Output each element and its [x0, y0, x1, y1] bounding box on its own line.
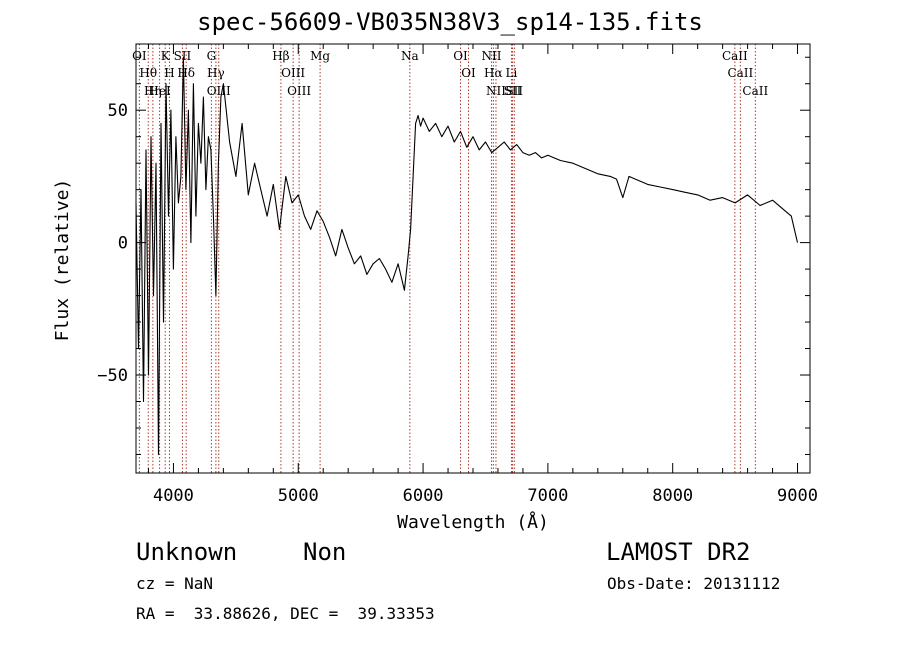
line-label: Li	[506, 66, 518, 80]
line-label: OIII	[281, 66, 305, 80]
x-axis-label: Wavelength (Å)	[397, 511, 549, 533]
line-label: Hα	[484, 66, 503, 80]
line-label: HeI	[148, 84, 171, 98]
redshift-cz: cz = NaN	[136, 574, 214, 593]
line-label: CaII	[727, 66, 753, 80]
line-label: NII	[486, 84, 506, 98]
line-label: OIII	[287, 84, 311, 98]
chart-title: spec-56609-VB035N38V3_sp14-135.fits	[197, 8, 703, 36]
y-axis-ticks: −50 0 50	[97, 56, 810, 455]
line-label: K	[161, 49, 171, 63]
line-label: OI	[453, 49, 468, 63]
x-tick-label: 4000	[153, 486, 194, 506]
plot-frame	[135, 43, 811, 474]
y-axis-label: Flux (relative)	[52, 179, 73, 342]
line-label: Hγ	[207, 66, 225, 80]
line-label: Hδ	[177, 66, 195, 80]
line-label: OI	[132, 49, 147, 63]
line-label: Mg	[310, 49, 330, 63]
object-class: Unknown	[136, 538, 238, 566]
x-tick-label: 9000	[777, 486, 818, 506]
line-label: H	[164, 66, 174, 80]
line-label: Hθ	[139, 66, 157, 80]
line-label: Hβ	[272, 49, 289, 63]
line-label: SII	[504, 84, 522, 98]
line-markers	[138, 44, 756, 473]
line-label: CaII	[722, 49, 748, 63]
line-label: SII	[505, 84, 523, 98]
y-tick-label: −50	[97, 366, 128, 386]
line-label: CaII	[742, 84, 768, 98]
ra-dec-coordinates: RA = 33.88626, DEC = 39.33353	[136, 604, 435, 623]
y-tick-label: 0	[118, 234, 128, 254]
x-tick-label: 5000	[278, 486, 319, 506]
x-tick-label: 6000	[403, 486, 444, 506]
line-label: OI	[461, 66, 476, 80]
line-label: Hη	[144, 84, 162, 98]
x-tick-label: 7000	[527, 486, 568, 506]
line-label: Na	[401, 49, 419, 63]
x-tick-label: 8000	[652, 486, 693, 506]
y-tick-label: 50	[108, 101, 128, 121]
object-subclass: Non	[303, 538, 347, 566]
line-label: OIII	[207, 84, 231, 98]
line-label: NII	[481, 49, 501, 63]
survey-name: LAMOST DR2	[606, 538, 751, 566]
observation-date: Obs-Date: 20131112	[607, 574, 781, 593]
x-axis-ticks: 4000 5000 6000 7000 8000 9000	[147, 44, 818, 506]
line-label: G	[207, 49, 217, 63]
spectrum-line	[135, 56, 799, 456]
line-label: SII	[174, 49, 192, 63]
